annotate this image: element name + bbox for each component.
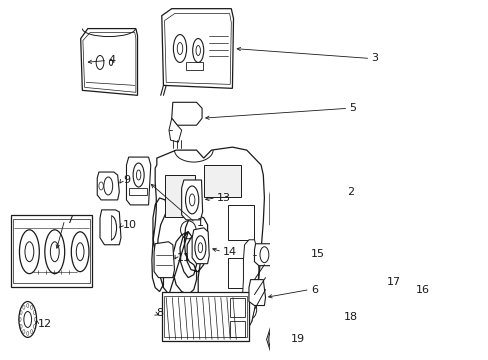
Bar [129,188,146,195]
Text: 1: 1 [196,218,203,228]
Text: 4: 4 [108,55,115,66]
Bar [186,62,202,71]
Polygon shape [269,185,301,228]
Polygon shape [97,172,119,200]
Polygon shape [126,157,150,205]
Polygon shape [192,228,209,264]
Polygon shape [154,242,174,278]
Bar [11,215,92,287]
Bar [203,165,241,197]
Bar [227,258,254,288]
Text: 8: 8 [156,309,163,319]
Bar [227,205,254,240]
Polygon shape [240,240,258,334]
Text: 6: 6 [310,284,317,294]
Polygon shape [169,118,181,142]
Text: 12: 12 [38,319,52,329]
Text: 14: 14 [223,247,237,257]
Text: 10: 10 [123,220,137,230]
Bar [353,278,376,296]
Bar [13,219,90,283]
Polygon shape [81,28,137,95]
Polygon shape [152,147,264,336]
Polygon shape [171,102,202,125]
Bar [163,296,246,337]
Bar [165,175,195,217]
Bar [229,298,244,318]
Polygon shape [100,210,121,245]
Bar [162,292,248,341]
Polygon shape [162,9,233,88]
Polygon shape [394,275,417,307]
Text: 15: 15 [310,249,324,259]
Text: 16: 16 [415,284,428,294]
Bar [229,321,244,337]
Text: 5: 5 [348,103,356,113]
Text: 9: 9 [123,175,130,185]
Text: 7: 7 [66,215,73,225]
Text: 2: 2 [346,187,354,197]
Polygon shape [248,280,265,306]
Text: 3: 3 [371,54,378,63]
Polygon shape [181,180,202,220]
Polygon shape [254,244,275,266]
Text: 11: 11 [176,253,190,263]
Text: 18: 18 [343,312,357,323]
Text: 13: 13 [217,193,230,203]
Text: 17: 17 [386,276,400,287]
Text: 19: 19 [290,334,305,345]
